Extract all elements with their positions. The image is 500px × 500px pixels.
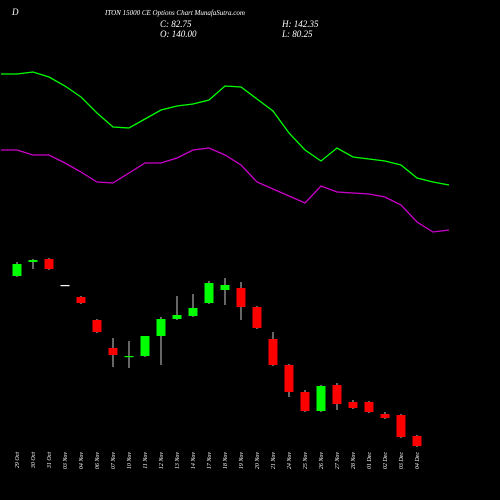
candle-body [140, 336, 150, 356]
indicator-line [1, 147, 450, 233]
x-tick-label: 03 Dec [399, 452, 405, 469]
x-tick-label: 01 Dec [367, 452, 373, 469]
x-tick-label: 24 Nov [286, 452, 293, 470]
candle-body [412, 436, 422, 446]
candle-body [380, 414, 390, 418]
x-tick-label: 19 Nov [239, 452, 245, 470]
x-tick-label: 04 Dec [414, 452, 421, 469]
candle-body [156, 319, 166, 336]
x-tick-label: 30 Oct [31, 452, 37, 469]
annotation: C: 82.75 [160, 19, 192, 29]
candle-body [396, 415, 406, 437]
candle-body [12, 264, 22, 276]
x-tick-label: 13 Nov [175, 452, 181, 470]
x-tick-label: 17 Nov [207, 452, 213, 470]
candle-body [236, 288, 246, 307]
x-tick-label: 02 Dec [383, 452, 389, 469]
annotation: O: 140.00 [160, 29, 197, 39]
x-tick-label: 27 Nov [335, 452, 341, 470]
x-tick-label: 10 Nov [127, 452, 133, 470]
candle-body [172, 315, 182, 319]
x-tick-label: 18 Nov [223, 452, 229, 470]
x-tick-label: 20 Nov [255, 452, 261, 470]
candle-body [108, 348, 118, 355]
x-tick-label: 06 Nov [95, 452, 101, 470]
symbol: D [11, 7, 19, 17]
candle-body [76, 297, 86, 303]
candle-body [44, 259, 54, 269]
x-tick-label: 07 Nov [111, 452, 117, 470]
x-tick-label: 29 Oct [15, 452, 21, 468]
annotation: L: 80.25 [281, 29, 313, 39]
candle-body [204, 283, 214, 303]
candle-body [300, 392, 310, 411]
candle-body [284, 365, 294, 392]
candle-body [332, 385, 342, 404]
candle-body [268, 339, 278, 365]
annotation: H: 142.35 [281, 19, 319, 29]
chart-title: ITON 15000 CE Options Chart MunafaSutra.… [104, 9, 245, 17]
candle-body [92, 320, 102, 332]
candle-body [252, 307, 262, 328]
x-tick-label: 28 Nov [351, 452, 357, 470]
x-tick-label: 11 Nov [143, 452, 149, 469]
x-tick-label: 04 Nov [78, 452, 85, 470]
x-tick-label: 03 Nov [63, 452, 69, 470]
x-tick-label: 21 Nov [271, 452, 277, 470]
candle-body [316, 386, 326, 411]
x-tick-label: 12 Nov [159, 452, 165, 470]
x-tick-label: 14 Nov [190, 452, 197, 470]
x-tick-label: 25 Nov [303, 452, 309, 470]
candle-body [28, 260, 38, 262]
candle-body [188, 308, 198, 316]
candle-body [348, 402, 358, 408]
x-tick-label: 26 Nov [319, 452, 325, 470]
indicator-line [1, 71, 450, 186]
candle-body [364, 402, 374, 412]
x-tick-label: 31 Oct [47, 452, 53, 469]
candle-body [220, 285, 230, 290]
candle-body [60, 285, 70, 287]
candle-body [124, 356, 134, 358]
